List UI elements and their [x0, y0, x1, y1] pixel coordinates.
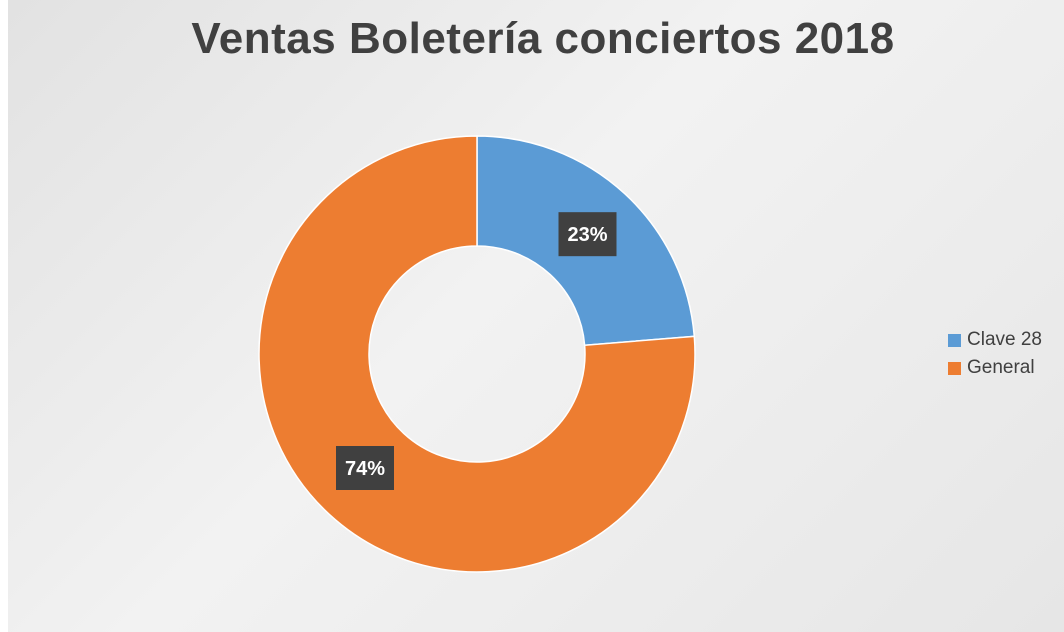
- data-label-box-general: [336, 446, 394, 490]
- data-label-text-clave-28: 23%: [567, 224, 607, 246]
- legend-label-clave-28: Clave 28: [967, 329, 1042, 350]
- data-label-clave-28: 23%: [558, 212, 617, 257]
- data-label-general: 74%: [336, 446, 394, 490]
- legend-swatch-clave-28: [948, 333, 961, 347]
- legend-item-general: General: [948, 354, 1042, 382]
- legend-label-general: General: [967, 357, 1035, 378]
- data-label-box-clave-28: [558, 212, 617, 257]
- data-label-text-general: 74%: [345, 458, 385, 480]
- chart-title: Ventas Boletería conciertos 2018: [191, 14, 895, 63]
- legend-item-clave-28: Clave 28: [948, 326, 1042, 354]
- chart-area: Ventas Boletería conciertos 2018 23% 74% …: [8, 0, 1064, 632]
- legend: Clave 28 General: [948, 326, 1042, 382]
- legend-swatch-general: [948, 361, 961, 375]
- donut-chart: 23% 74%: [258, 135, 696, 573]
